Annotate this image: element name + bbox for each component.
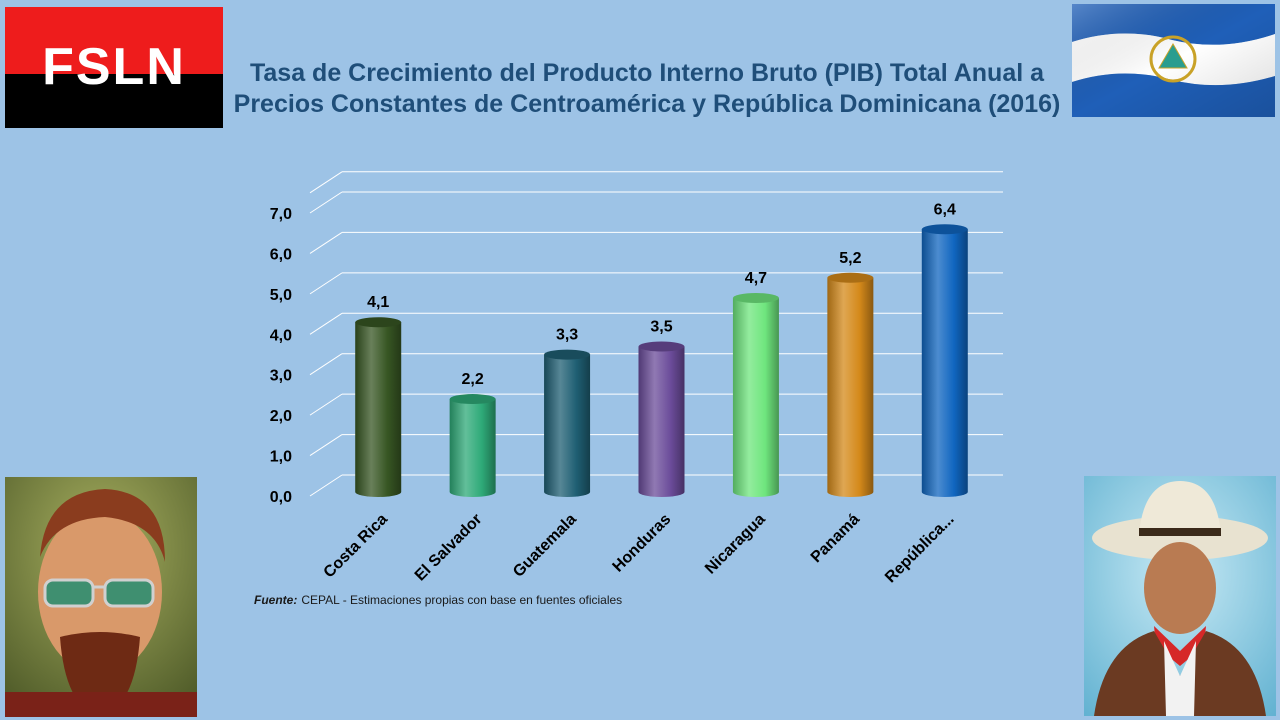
- y-tick-label: 0,0: [270, 489, 292, 506]
- page-title: Tasa de Crecimiento del Producto Interno…: [233, 59, 1061, 118]
- gridline-diagonal: [309, 312, 343, 335]
- y-tick-label: 7,0: [270, 206, 292, 223]
- fsln-logo: FSLN: [5, 7, 223, 128]
- bar-body: [921, 229, 968, 497]
- data-label: 3,5: [650, 319, 672, 336]
- bar: [449, 394, 496, 497]
- x-tick-label: El Salvador: [412, 511, 486, 585]
- source-note: Fuente: CEPAL - Estimaciones propias con …: [254, 593, 622, 607]
- portrait-left: [5, 477, 197, 717]
- data-label: 4,1: [367, 294, 389, 311]
- bar-top: [638, 341, 685, 352]
- gridline-diagonal: [309, 191, 343, 214]
- bar-top: [355, 317, 402, 328]
- y-tick-label: 5,0: [270, 287, 292, 304]
- y-tick-label: 4,0: [270, 327, 292, 344]
- bar-top: [449, 394, 496, 405]
- data-label: 3,3: [556, 327, 578, 344]
- bar-body: [544, 354, 591, 497]
- source-text: CEPAL - Estimaciones propias con base en…: [301, 593, 623, 607]
- bar: [921, 224, 968, 497]
- y-tick-label: 2,0: [270, 408, 292, 425]
- data-label: 2,2: [462, 371, 484, 388]
- bar-body: [827, 277, 874, 497]
- x-tick-label: Guatemala: [510, 511, 580, 581]
- data-label: 5,2: [839, 250, 861, 267]
- bar-top: [921, 224, 968, 235]
- bar: [544, 349, 591, 497]
- gridline-diagonal: [309, 434, 343, 456]
- coat-of-arms-icon: [1149, 35, 1197, 83]
- logo-red-band: [5, 7, 223, 74]
- nicaragua-flag: [1072, 4, 1275, 117]
- bar-top: [827, 272, 874, 283]
- bar: [638, 341, 685, 497]
- bar: [732, 292, 779, 497]
- data-label: 6,4: [934, 201, 956, 218]
- y-tick-label: 3,0: [270, 368, 292, 385]
- portrait-right: [1084, 476, 1276, 716]
- bar-body: [732, 297, 779, 497]
- bar-body: [638, 346, 685, 497]
- x-tick-label: Panamá: [808, 511, 863, 566]
- bar-top: [544, 349, 591, 360]
- x-tick-label: Honduras: [610, 511, 675, 576]
- gridline-diagonal: [309, 353, 343, 376]
- logo-black-band: [5, 73, 223, 128]
- bar-body: [449, 399, 496, 497]
- bar-top: [732, 292, 779, 303]
- gridline-diagonal: [309, 393, 343, 416]
- gridline-diagonal: [309, 232, 343, 254]
- data-label: 4,7: [745, 270, 767, 287]
- gridline-diagonal: [309, 272, 343, 295]
- bar: [827, 272, 874, 497]
- y-tick-label: 6,0: [270, 246, 292, 263]
- x-tick-label: Nicaragua: [702, 511, 769, 578]
- bar: [355, 317, 402, 497]
- gridline-diagonal: [309, 474, 343, 497]
- x-tick-label: Costa Rica: [321, 511, 392, 582]
- gridline-diagonal: [309, 171, 343, 194]
- bar-body: [355, 322, 402, 497]
- y-tick-label: 1,0: [270, 449, 292, 466]
- x-tick-label: República...: [882, 511, 958, 587]
- logo-text: FSLN: [42, 38, 186, 96]
- source-label: Fuente:: [254, 593, 298, 607]
